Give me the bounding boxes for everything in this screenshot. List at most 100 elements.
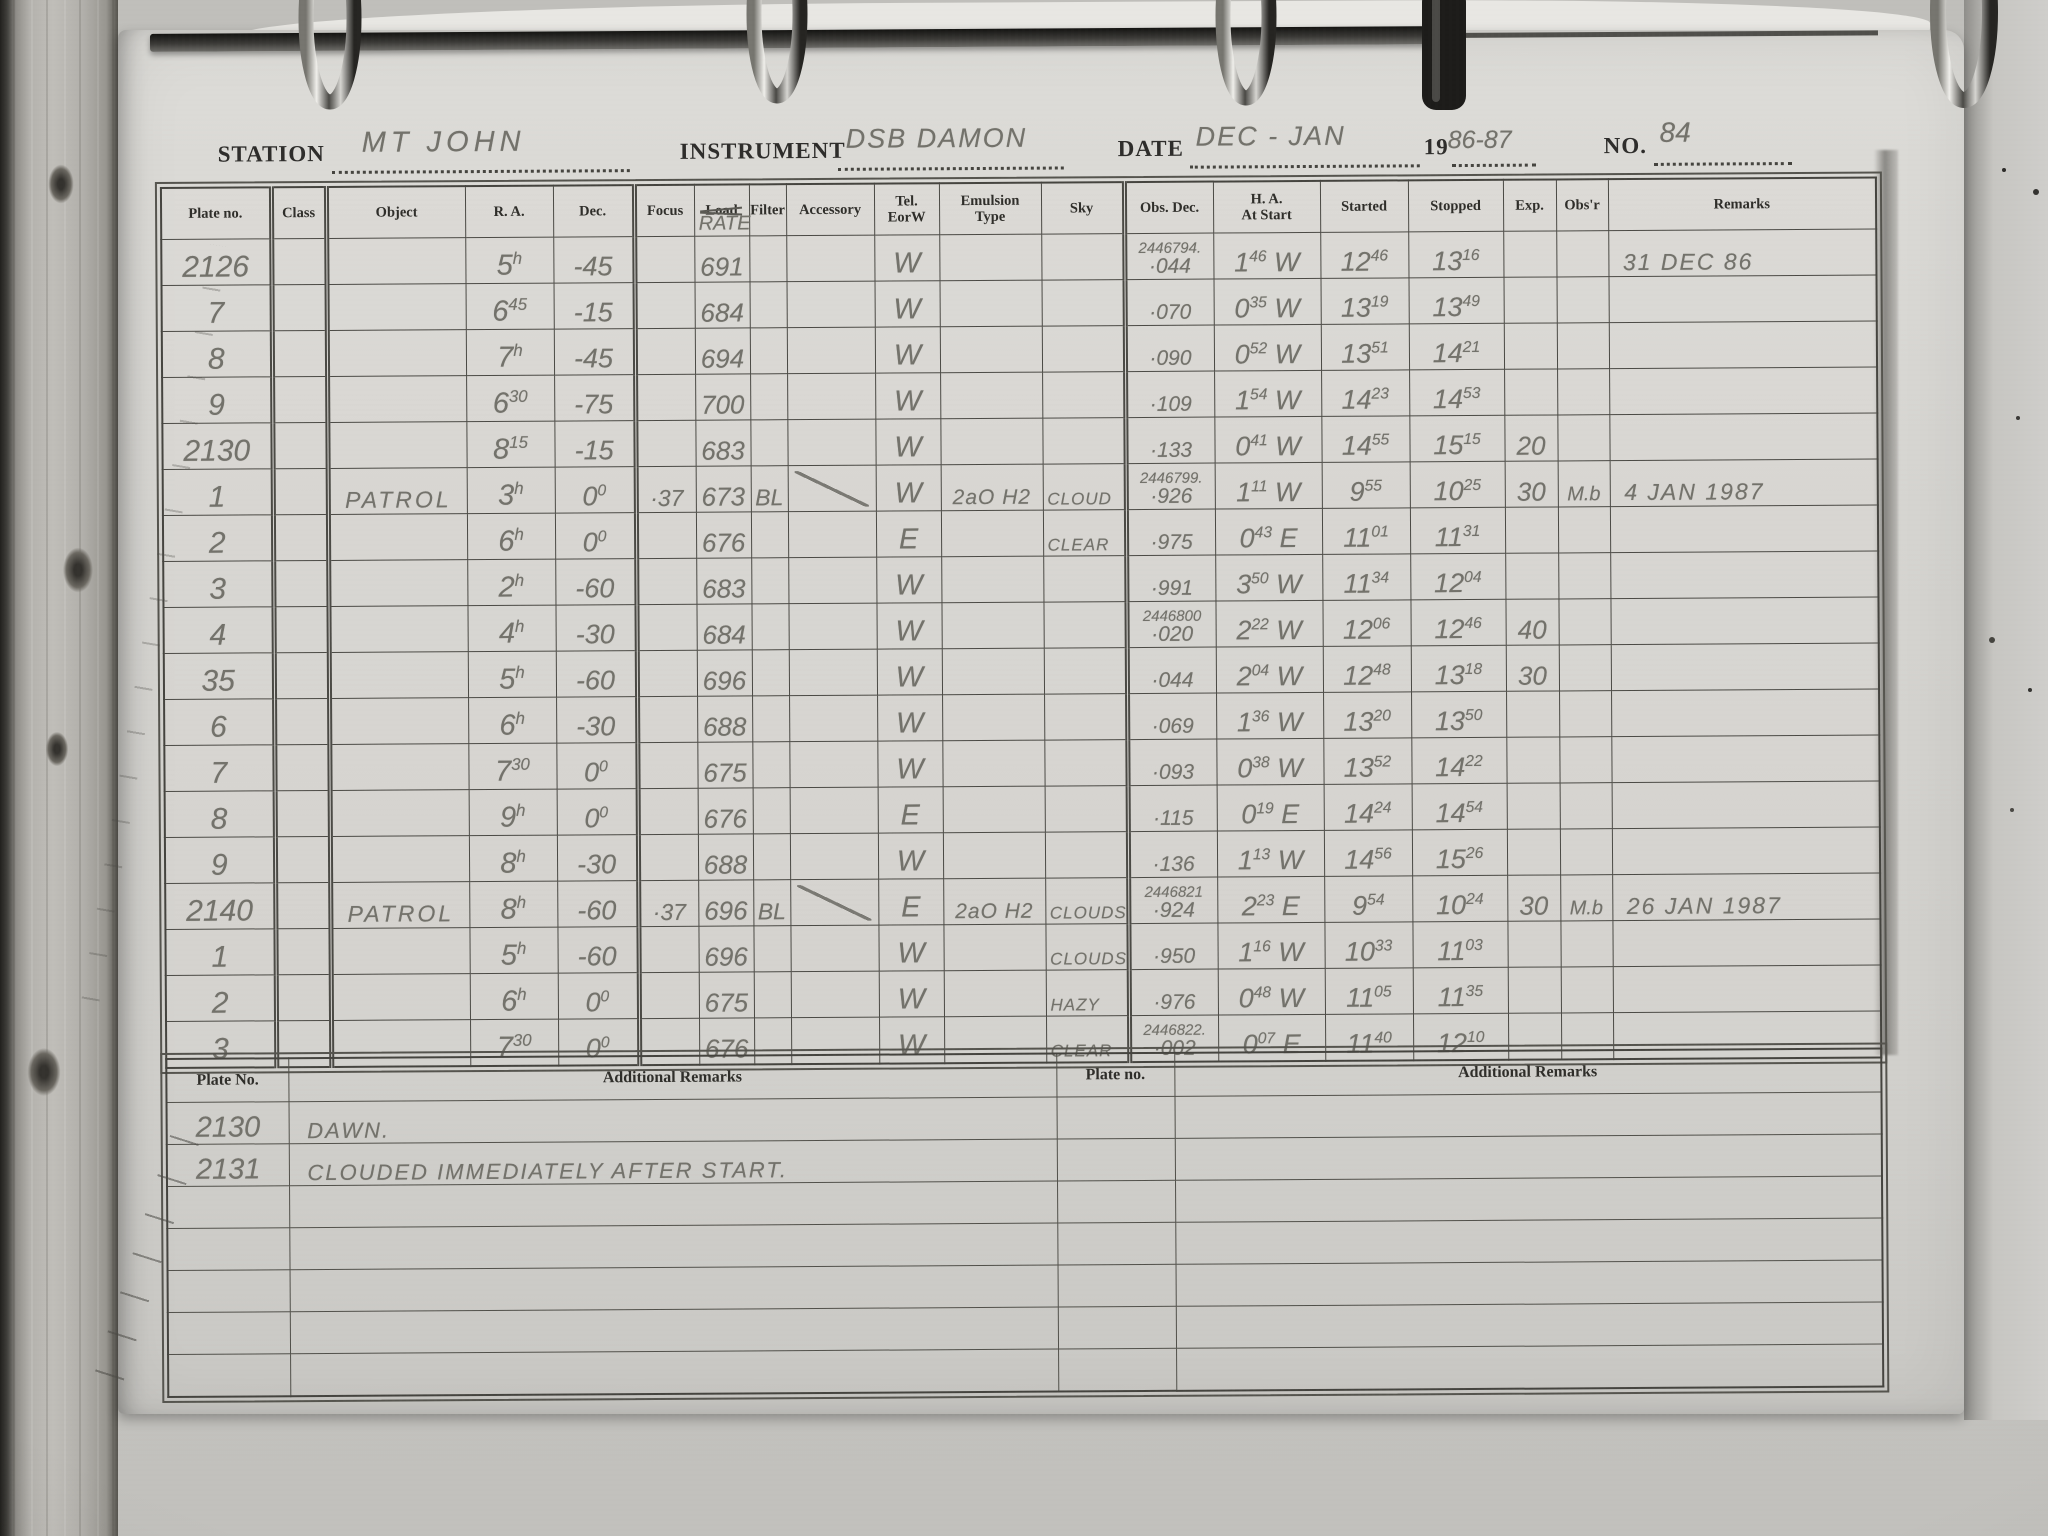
cell-class: [272, 422, 328, 469]
cell-start: 1351: [1320, 323, 1410, 371]
cell-start: 1033: [1324, 921, 1413, 969]
cell-stop: 1421: [1408, 323, 1505, 370]
handwritten-entry: ·069: [1151, 714, 1194, 739]
handwritten-entry: 20: [1516, 430, 1546, 461]
cell-stop: 1515: [1409, 415, 1505, 462]
cell-start: 1320: [1323, 691, 1412, 739]
cell-sky: HAZY: [1045, 969, 1130, 1017]
cell-plate: 6: [164, 698, 275, 746]
cell-emu: [940, 510, 1044, 557]
cell-dec: -60: [557, 880, 639, 928]
handwritten-entry: ·044: [1151, 668, 1194, 693]
handwritten-entry: 684: [700, 297, 744, 328]
handwritten-entry: 1526: [1435, 844, 1484, 875]
cell-ra: 815: [466, 421, 555, 468]
cell-focus: [634, 282, 695, 329]
cell-start: 1101: [1321, 507, 1411, 555]
handwritten-entry: 700: [700, 389, 745, 420]
cell-tel: W: [876, 648, 943, 696]
handwritten-entry: 1453: [1432, 384, 1481, 415]
cell-rem: [1609, 413, 1878, 461]
cell-load: 675: [697, 741, 753, 789]
cell-plate: 9: [164, 836, 276, 884]
cell-object: PATROL: [327, 467, 467, 515]
handwritten-entry: 955: [1349, 476, 1383, 507]
cell-plate: 4: [163, 606, 274, 654]
cell-load: 688: [697, 695, 753, 743]
cell-exp: [1506, 736, 1560, 784]
column-header: Accessory: [785, 183, 875, 236]
handwritten-entry: CLOUD: [1047, 489, 1112, 509]
handwritten-entry: -45: [573, 251, 613, 282]
cell-dec: -45: [553, 236, 635, 284]
cell-exp: [1504, 506, 1559, 554]
cell-tel: W: [875, 418, 941, 466]
handwritten-entry: 691: [700, 251, 744, 282]
cell-acc: [790, 925, 879, 972]
cell-stop: 1246: [1410, 599, 1506, 646]
handwritten-entry: 8: [210, 802, 228, 836]
cell-ha: 019 E: [1216, 784, 1324, 832]
cell-acc: [786, 235, 875, 282]
remarks-table: Plate No. Additional Remarks Plate no. Addi…: [160, 1042, 1890, 1404]
cell-dec: -15: [553, 282, 635, 330]
cell-obsr: M.b: [1557, 460, 1610, 507]
handwritten-entry: 26 JAN 1987: [1626, 892, 1782, 920]
handwritten-entry: 683: [702, 573, 746, 604]
cell-focus: [637, 696, 698, 743]
cell-load: 676: [697, 787, 753, 835]
cell-ha: 136 W: [1216, 692, 1324, 740]
cell-emu: [942, 832, 1046, 879]
binder-rings: [298, 0, 1998, 110]
cell-obsdec: ·109: [1125, 371, 1215, 418]
cell-start: 1423: [1321, 369, 1410, 417]
cell-exp: [1505, 552, 1559, 600]
cell-focus: [638, 972, 700, 1019]
column-header: Obs. Dec.: [1123, 181, 1214, 234]
column-header: Obs'r: [1555, 179, 1609, 231]
cell-start: 1352: [1323, 737, 1412, 785]
handwritten-entry: 043 E: [1239, 523, 1298, 554]
cell-ha: 222 W: [1215, 600, 1323, 648]
cell-tel: W: [874, 326, 941, 374]
cell-focus: [637, 788, 698, 835]
handwritten-entry: -15: [573, 297, 613, 328]
handwritten-entry: ·133: [1149, 438, 1193, 463]
cell-obsdec: ·975: [1125, 509, 1216, 556]
handwritten-entry: 2h: [498, 571, 525, 604]
handwritten-entry: 5h: [496, 249, 523, 282]
cell-obsdec: ·991: [1126, 555, 1216, 602]
cell-emu: [940, 418, 1043, 465]
cell-object: [327, 513, 468, 561]
handwritten-entry: 1033: [1344, 936, 1393, 967]
cell-class: [272, 514, 329, 561]
cell-ha: 204 W: [1215, 646, 1324, 694]
cell-obsdec: ·136: [1127, 831, 1218, 878]
cell-tel: E: [878, 878, 944, 926]
handwritten-entry: 2: [211, 986, 229, 1020]
handwritten-entry: BL: [755, 484, 784, 511]
binder-ring: [746, 0, 808, 104]
cell-obsdec: ·950: [1128, 923, 1218, 970]
handwritten-entry: 1204: [1434, 568, 1482, 599]
handwritten-entry: 1318: [1434, 660, 1483, 691]
handwritten-entry: M.b: [1567, 483, 1601, 506]
cell-plate-no: [1057, 1264, 1176, 1308]
cell-load: 683: [695, 419, 751, 467]
cell-ra: 5h: [469, 927, 558, 974]
cell-acc: [786, 327, 876, 374]
cell-start: 1319: [1320, 277, 1409, 325]
cell-exp: 30: [1507, 874, 1561, 922]
handwritten-entry: CLOUDS: [1050, 949, 1128, 969]
cell-plate: 8: [164, 790, 275, 838]
cell-additional-remark: [1175, 1301, 1884, 1349]
cell-ra: 730: [468, 743, 557, 790]
cell-object: [329, 789, 469, 837]
cell-emu: [942, 786, 1045, 833]
cell-rem: [1611, 827, 1881, 875]
handwritten-entry: 31 DEC 86: [1622, 248, 1754, 276]
cell-load: 688: [697, 833, 754, 881]
cell-dec: 00: [554, 466, 636, 514]
handwritten-entry: 1351: [1341, 338, 1389, 369]
